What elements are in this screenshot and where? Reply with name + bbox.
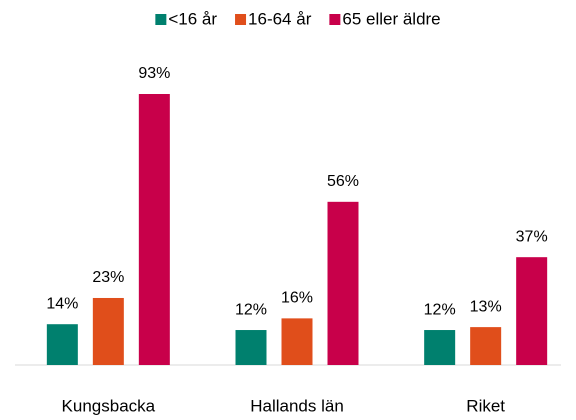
value-label: 37% <box>516 228 548 245</box>
bar <box>281 318 313 365</box>
bar <box>138 94 170 365</box>
value-label: 14% <box>46 295 78 312</box>
legend-swatch <box>155 14 167 25</box>
bar <box>327 201 359 365</box>
bar <box>424 330 456 365</box>
value-label: 13% <box>470 298 502 315</box>
legend-swatch <box>235 14 247 25</box>
value-label: 23% <box>92 269 124 286</box>
bar <box>92 297 124 365</box>
x-tick-label: Hallands län <box>250 396 344 415</box>
legend-label: 16-64 år <box>248 9 312 28</box>
x-tick-label: Riket <box>466 396 505 415</box>
value-label: 56% <box>327 173 359 190</box>
value-label: 16% <box>281 290 313 307</box>
bar <box>470 327 502 365</box>
bar <box>46 324 78 365</box>
x-tick-label: Kungsbacka <box>62 396 156 415</box>
bar <box>516 257 548 365</box>
legend-swatch <box>329 14 341 25</box>
legend-label: 65 eller äldre <box>342 9 440 28</box>
value-label: 12% <box>424 301 456 318</box>
bar <box>235 330 267 365</box>
value-label: 12% <box>235 301 267 318</box>
value-label: 93% <box>138 65 170 82</box>
legend-label: <16 år <box>168 9 217 28</box>
